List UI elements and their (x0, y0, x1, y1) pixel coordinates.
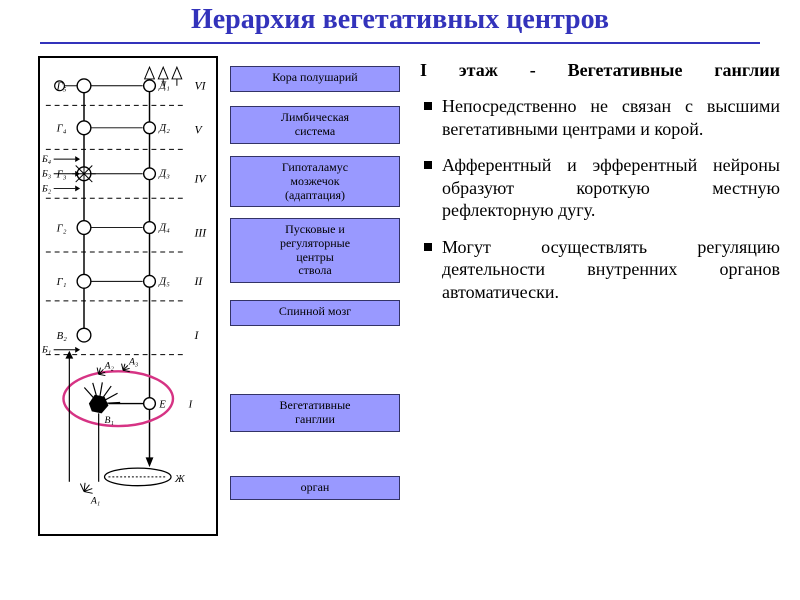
svg-text:Б₁: Б₁ (41, 345, 51, 356)
bullet-1: Афферентный и эфферентный нейроны образу… (420, 154, 780, 222)
svg-text:II: II (193, 275, 203, 288)
svg-text:Б₄: Б₄ (41, 154, 52, 165)
svg-text:I: I (188, 398, 193, 410)
bullet-list: Непосредственно не связан с высшими веге… (420, 95, 780, 303)
svg-text:VI: VI (194, 80, 206, 93)
svg-text:I: I (193, 329, 199, 342)
diagram-svg: VIVIVIIIIIIГ₅Г₄Г₃Г₂Г₁В₂Д₁Д₂Д₃Д₄Д₅Б₄Б₃Б₂Б… (40, 58, 216, 534)
svg-text:Д₂: Д₂ (158, 122, 170, 134)
svg-text:V: V (194, 124, 203, 137)
svg-text:Г₂: Г₂ (56, 222, 67, 234)
bullet-2: Могут осуществлять регуляцию деятельност… (420, 236, 780, 304)
svg-text:Д₅: Д₅ (158, 275, 170, 287)
hierarchy-box-5: Вегетативныеганглии (230, 394, 400, 432)
hierarchy-box-4: Спинной мозг (230, 300, 400, 326)
hierarchy-box-2: Гипоталамусмозжечок(адаптация) (230, 156, 400, 207)
svg-text:Б₂: Б₂ (41, 183, 52, 194)
svg-text:Д₄: Д₄ (158, 221, 170, 233)
hierarchy-box-6: орган (230, 476, 400, 500)
svg-text:A₁: A₁ (90, 495, 100, 506)
section-heading: I этаж - Вегетативные ганглии (420, 60, 780, 81)
title-underline (40, 42, 760, 44)
page-title: Иерархия вегетативных центров (0, 4, 800, 36)
svg-text:Г₁: Г₁ (56, 276, 67, 288)
bullet-0: Непосредственно не связан с высшими веге… (420, 95, 780, 140)
svg-text:Г₅: Г₅ (56, 81, 67, 93)
svg-text:IV: IV (193, 173, 207, 186)
svg-text:Г₄: Г₄ (56, 123, 67, 135)
hierarchy-box-3: Пусковые ирегуляторныецентрыствола (230, 218, 400, 283)
svg-text:E: E (158, 398, 166, 410)
svg-text:Ж: Ж (174, 473, 186, 485)
hierarchy-box-1: Лимбическаясистема (230, 106, 400, 144)
svg-text:A₃: A₃ (128, 356, 138, 367)
hierarchy-box-0: Кора полушарий (230, 66, 400, 92)
svg-text:Г₃: Г₃ (56, 169, 67, 181)
svg-text:В₁: В₁ (105, 415, 114, 426)
svg-text:III: III (193, 226, 207, 239)
svg-text:Д₁: Д₁ (158, 80, 170, 92)
hierarchy-diagram: VIVIVIIIIIIГ₅Г₄Г₃Г₂Г₁В₂Д₁Д₂Д₃Д₄Д₅Б₄Б₃Б₂Б… (38, 56, 218, 536)
svg-text:В₂: В₂ (57, 330, 68, 342)
svg-text:A₂: A₂ (104, 360, 115, 371)
svg-text:Д₃: Д₃ (158, 168, 170, 180)
description-column: I этаж - Вегетативные ганглии Непосредст… (420, 60, 780, 317)
svg-text:Б₃: Б₃ (41, 169, 51, 180)
